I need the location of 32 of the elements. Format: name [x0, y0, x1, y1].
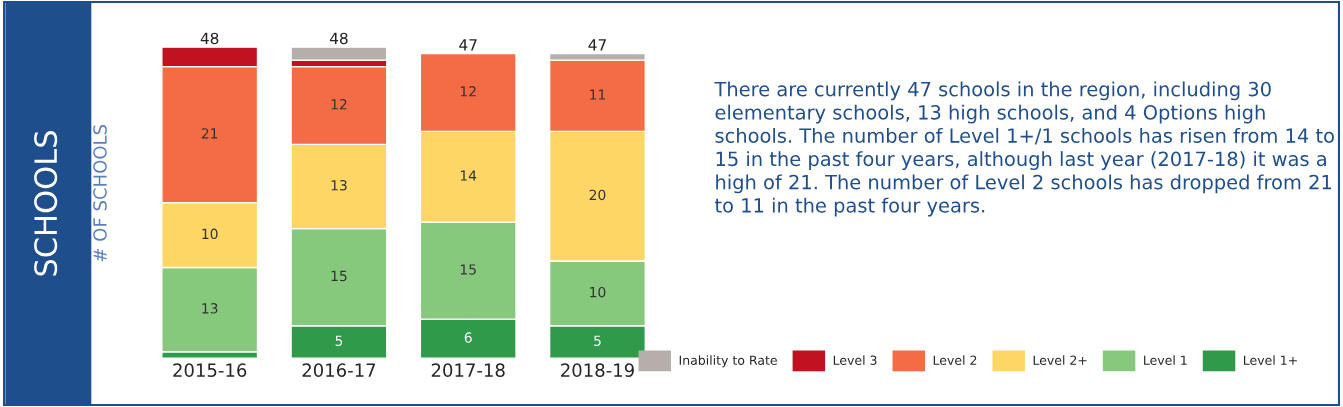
data-label: 13: [202, 303, 218, 314]
legend-label: Level 1: [1144, 355, 1187, 365]
data-label: 15: [460, 264, 476, 275]
data-label: 6: [464, 332, 472, 343]
data-label: 5: [594, 335, 601, 346]
total-label: 47: [588, 39, 606, 51]
total-label: 47: [459, 39, 477, 51]
x-tick-label: 2017-18: [431, 363, 505, 377]
legend-label: Level 2: [933, 355, 977, 365]
data-label: 13: [331, 179, 347, 191]
y-axis-title: # OF SCHOOLS: [93, 124, 107, 262]
data-label: 10: [202, 228, 218, 240]
text: SCHOOLS: [34, 131, 58, 276]
data-label: 15: [331, 270, 347, 282]
x-tick-label: 2018-19: [561, 363, 634, 377]
legend-label: Inability to Rate: [679, 355, 777, 368]
data-label: 10: [590, 286, 606, 298]
data-label: 20: [589, 189, 606, 201]
data-label: 12: [460, 86, 476, 97]
data-label: 12: [331, 98, 347, 110]
legend-label: Level 1+: [1244, 355, 1297, 365]
legend-label: Level 3: [833, 355, 877, 365]
total-label: 48: [200, 32, 219, 45]
x-tick-label: 2015-16: [173, 363, 247, 377]
data-label: 5: [335, 335, 343, 346]
data-label: 11: [590, 89, 606, 100]
legend-label: Level 2+: [1033, 355, 1087, 365]
data-label: 21: [201, 128, 218, 139]
total-label: 48: [329, 32, 348, 45]
x-tick-label: 2016-17: [302, 363, 376, 377]
data-label: 14: [460, 170, 477, 181]
text: There are currently 47 schools in the region, including 30 elementary schools, 13 high schools, and 4 Options high schools. The number of Level 1+/1 schools has risen from 14 to 15 in the past four years, although last year (2017-18) it was a high of 21. The number of Level 2 schools has dropped from 21 to 11 in the past four years.: [714, 81, 1334, 217]
